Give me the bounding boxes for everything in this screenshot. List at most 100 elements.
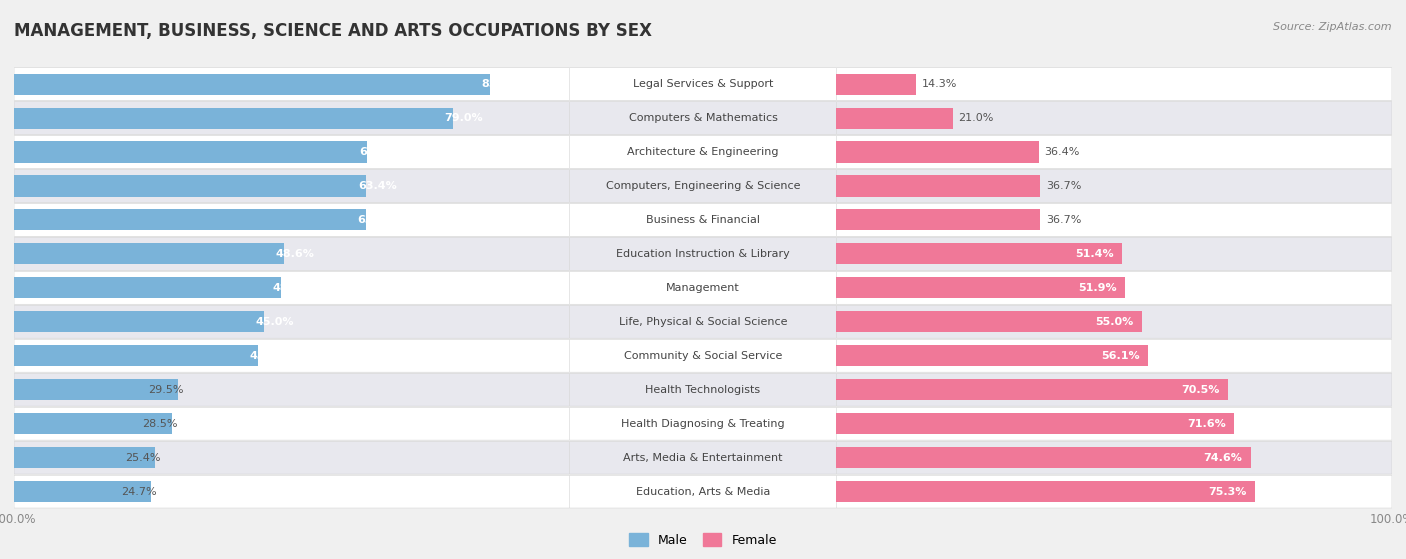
Bar xyxy=(14,107,453,129)
Text: Health Technologists: Health Technologists xyxy=(645,385,761,395)
FancyBboxPatch shape xyxy=(14,238,569,270)
Bar xyxy=(14,379,179,400)
FancyBboxPatch shape xyxy=(569,102,837,134)
Bar xyxy=(837,107,953,129)
Bar xyxy=(14,277,281,299)
FancyBboxPatch shape xyxy=(837,442,1392,474)
Text: 85.7%: 85.7% xyxy=(482,79,520,89)
FancyBboxPatch shape xyxy=(569,408,837,440)
Bar xyxy=(837,176,1040,197)
Text: 70.5%: 70.5% xyxy=(1181,385,1220,395)
Text: Community & Social Service: Community & Social Service xyxy=(624,351,782,361)
FancyBboxPatch shape xyxy=(837,136,1392,168)
FancyBboxPatch shape xyxy=(14,272,569,304)
FancyBboxPatch shape xyxy=(837,272,1392,304)
FancyBboxPatch shape xyxy=(569,373,837,406)
FancyBboxPatch shape xyxy=(14,475,569,508)
Text: Legal Services & Support: Legal Services & Support xyxy=(633,79,773,89)
Text: Life, Physical & Social Science: Life, Physical & Social Science xyxy=(619,317,787,327)
FancyBboxPatch shape xyxy=(569,136,837,168)
FancyBboxPatch shape xyxy=(569,68,837,101)
FancyBboxPatch shape xyxy=(837,203,1392,236)
Text: 48.6%: 48.6% xyxy=(276,249,315,259)
FancyBboxPatch shape xyxy=(14,203,569,236)
Text: 63.4%: 63.4% xyxy=(359,181,396,191)
FancyBboxPatch shape xyxy=(569,170,837,202)
FancyBboxPatch shape xyxy=(569,203,837,236)
Text: 63.3%: 63.3% xyxy=(357,215,396,225)
FancyBboxPatch shape xyxy=(569,306,837,338)
Text: 55.0%: 55.0% xyxy=(1095,317,1133,327)
Text: 29.5%: 29.5% xyxy=(148,385,184,395)
FancyBboxPatch shape xyxy=(14,442,569,474)
FancyBboxPatch shape xyxy=(14,102,569,134)
Text: Arts, Media & Entertainment: Arts, Media & Entertainment xyxy=(623,453,783,463)
Text: 21.0%: 21.0% xyxy=(959,113,994,123)
Text: Education Instruction & Library: Education Instruction & Library xyxy=(616,249,790,259)
Text: 24.7%: 24.7% xyxy=(121,487,157,497)
Bar xyxy=(837,413,1234,434)
FancyBboxPatch shape xyxy=(569,475,837,508)
Bar xyxy=(14,345,257,366)
Text: Architecture & Engineering: Architecture & Engineering xyxy=(627,147,779,157)
Text: 51.9%: 51.9% xyxy=(1078,283,1116,293)
Bar xyxy=(837,379,1227,400)
Text: Health Diagnosing & Treating: Health Diagnosing & Treating xyxy=(621,419,785,429)
Bar xyxy=(837,277,1125,299)
FancyBboxPatch shape xyxy=(569,272,837,304)
Text: 71.6%: 71.6% xyxy=(1187,419,1226,429)
Bar xyxy=(837,243,1122,264)
Text: MANAGEMENT, BUSINESS, SCIENCE AND ARTS OCCUPATIONS BY SEX: MANAGEMENT, BUSINESS, SCIENCE AND ARTS O… xyxy=(14,22,652,40)
Bar xyxy=(14,311,264,333)
Text: 79.0%: 79.0% xyxy=(444,113,484,123)
FancyBboxPatch shape xyxy=(14,136,569,168)
Text: 74.6%: 74.6% xyxy=(1204,453,1243,463)
FancyBboxPatch shape xyxy=(837,339,1392,372)
Bar xyxy=(837,447,1251,468)
Text: 14.3%: 14.3% xyxy=(921,79,956,89)
Text: 63.6%: 63.6% xyxy=(359,147,398,157)
Text: Source: ZipAtlas.com: Source: ZipAtlas.com xyxy=(1274,22,1392,32)
FancyBboxPatch shape xyxy=(14,408,569,440)
Bar xyxy=(837,210,1040,230)
FancyBboxPatch shape xyxy=(837,373,1392,406)
Bar xyxy=(14,481,152,502)
Text: 36.7%: 36.7% xyxy=(1046,181,1081,191)
Text: Education, Arts & Media: Education, Arts & Media xyxy=(636,487,770,497)
FancyBboxPatch shape xyxy=(14,373,569,406)
Bar xyxy=(14,176,367,197)
Text: 36.7%: 36.7% xyxy=(1046,215,1081,225)
FancyBboxPatch shape xyxy=(837,475,1392,508)
Text: Computers, Engineering & Science: Computers, Engineering & Science xyxy=(606,181,800,191)
Bar xyxy=(837,311,1142,333)
Bar xyxy=(14,74,491,94)
Bar xyxy=(14,243,284,264)
Text: 56.1%: 56.1% xyxy=(1101,351,1140,361)
Text: Computers & Mathematics: Computers & Mathematics xyxy=(628,113,778,123)
Bar xyxy=(837,74,915,94)
Bar xyxy=(837,481,1254,502)
Bar xyxy=(14,413,173,434)
Text: Business & Financial: Business & Financial xyxy=(645,215,761,225)
Text: 36.4%: 36.4% xyxy=(1045,147,1080,157)
FancyBboxPatch shape xyxy=(569,442,837,474)
Text: 45.0%: 45.0% xyxy=(256,317,294,327)
FancyBboxPatch shape xyxy=(14,339,569,372)
Bar xyxy=(837,141,1039,163)
FancyBboxPatch shape xyxy=(837,306,1392,338)
FancyBboxPatch shape xyxy=(569,339,837,372)
FancyBboxPatch shape xyxy=(837,102,1392,134)
Text: 75.3%: 75.3% xyxy=(1208,487,1246,497)
FancyBboxPatch shape xyxy=(837,170,1392,202)
Text: 51.4%: 51.4% xyxy=(1076,249,1114,259)
FancyBboxPatch shape xyxy=(837,408,1392,440)
Legend: Male, Female: Male, Female xyxy=(623,527,783,553)
Text: Management: Management xyxy=(666,283,740,293)
FancyBboxPatch shape xyxy=(569,238,837,270)
Bar xyxy=(837,345,1149,366)
Text: 48.1%: 48.1% xyxy=(273,283,312,293)
Text: 28.5%: 28.5% xyxy=(142,419,179,429)
Text: 43.9%: 43.9% xyxy=(250,351,288,361)
FancyBboxPatch shape xyxy=(14,306,569,338)
Text: 25.4%: 25.4% xyxy=(125,453,160,463)
